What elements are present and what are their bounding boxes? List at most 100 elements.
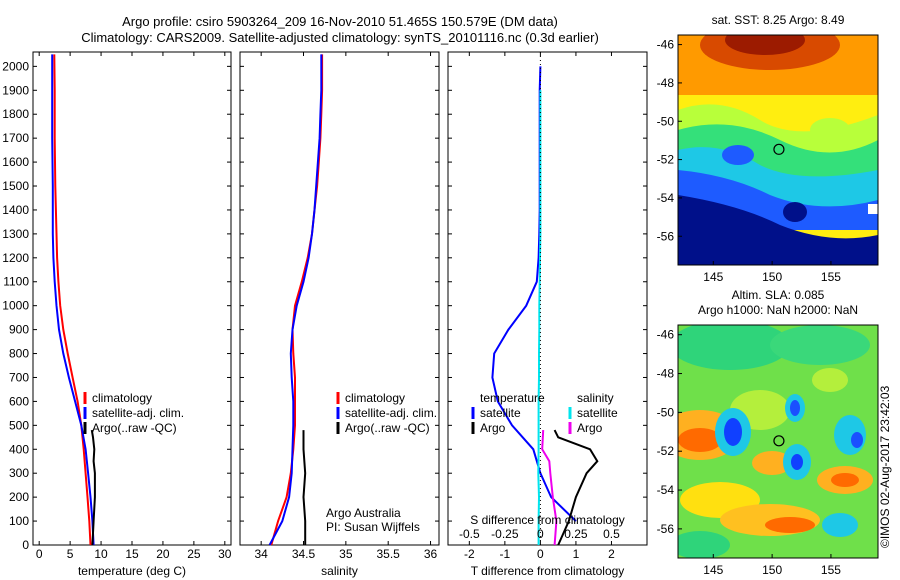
panel-frame-difference: [447, 51, 648, 546]
y-tick-label-3: 300: [9, 466, 29, 480]
map-y-tick-label-sla_map-2: -50: [657, 405, 675, 419]
series-line-temperature-1: [51, 54, 95, 546]
map-y-tick-label-sla_map-5: -56: [657, 522, 675, 536]
x-tick-label-temperature-0: 0: [36, 547, 43, 561]
x-tick-label-temperature-6: 30: [218, 547, 232, 561]
map-frame-sst_map: [677, 34, 879, 266]
y-tick-label-4: 400: [9, 442, 29, 456]
series-line-salinity-0: [270, 54, 324, 546]
y-tick-label-6: 600: [9, 394, 29, 408]
legend-label-salinity-0: climatology: [345, 391, 405, 405]
series-line-difference-3: [541, 430, 558, 546]
map-y-tick-label-sst_map-1: -48: [657, 76, 675, 90]
annotation-line-1: PI: Susan Wijffels: [326, 520, 420, 534]
y-tick-label-15: 1500: [2, 179, 29, 193]
map-title-sst_map: sat. SST: 8.25 Argo: 8.49: [712, 13, 845, 27]
legend-label-temperature-0: climatology: [92, 391, 152, 405]
legend-label-diff-s-1: Argo: [577, 421, 603, 435]
x-tick-label-salinity-2: 35: [339, 547, 353, 561]
y-tick-label-14: 1400: [2, 203, 29, 217]
x-tick-label-salinity-4: 36: [424, 547, 438, 561]
series-line-salinity-2: [302, 430, 307, 545]
legend-label-diff-s-head-0: salinity: [577, 391, 614, 405]
sla-map-image: [678, 325, 878, 558]
legend-label-diff-s-0: satellite: [577, 406, 618, 420]
x2-tick-label-2: 0: [537, 527, 544, 541]
figure-title-line1: Argo profile: csiro 5903264_209 16-Nov-2…: [122, 14, 558, 29]
x-axis-label-difference: T difference from climatology: [471, 564, 625, 578]
x-tick-label-difference-1: -1: [500, 547, 511, 561]
y-tick-label-1: 100: [9, 514, 29, 528]
y-tick-label-0: 0: [22, 538, 29, 552]
legend-label-salinity-2: Argo(..raw -QC): [345, 421, 430, 435]
y-tick-label-11: 1100: [3, 275, 29, 289]
legend-label-diff-t-0: satellite: [480, 406, 521, 420]
x-axis-label-temperature: temperature (deg C): [78, 564, 186, 578]
map-y-tick-label-sst_map-0: -46: [657, 38, 675, 52]
y-tick-label-16: 1600: [2, 155, 29, 169]
x-tick-label-difference-2: 0: [537, 547, 544, 561]
panel-frame-salinity: [239, 51, 440, 546]
imos-timestamp: ©IMOS 02-Aug-2017 23:42:03: [878, 385, 892, 548]
series-line-difference-2: [537, 90, 542, 545]
profile-location-marker-sla_map: [773, 435, 785, 447]
x2-tick-label-1: -0.25: [491, 527, 519, 541]
y-tick-label-5: 500: [9, 418, 29, 432]
legend-label-salinity-1: satellite-adj. clim.: [345, 406, 437, 420]
x-tick-label-temperature-1: 5: [67, 547, 74, 561]
x-tick-label-difference-4: 2: [608, 547, 615, 561]
y-tick-label-10: 1000: [2, 299, 29, 313]
x-tick-label-temperature-5: 25: [187, 547, 201, 561]
map-y-tick-label-sla_map-4: -54: [657, 483, 675, 497]
x-tick-label-temperature-3: 15: [125, 547, 139, 561]
profile-location-marker-sst_map: [773, 143, 785, 155]
map-x-tick-label-sla_map-2: 155: [821, 563, 841, 577]
y-tick-label-17: 1700: [2, 131, 29, 145]
map-x-tick-label-sst_map-1: 150: [762, 270, 782, 284]
map-y-tick-label-sst_map-4: -54: [657, 191, 675, 205]
y-tick-label-8: 800: [9, 347, 29, 361]
x-tick-label-difference-3: 1: [573, 547, 580, 561]
x-tick-label-salinity-3: 35.5: [377, 547, 401, 561]
map-y-tick-label-sst_map-2: -50: [657, 114, 675, 128]
map-y-tick-label-sla_map-0: -46: [657, 328, 675, 342]
series-line-salinity-1: [268, 54, 323, 546]
y-tick-label-9: 900: [9, 323, 29, 337]
x2-tick-label-0: -0.5: [459, 527, 480, 541]
map-y-tick-label-sla_map-3: -52: [657, 444, 675, 458]
y-tick-label-2: 200: [9, 490, 29, 504]
figure-title-line2: Climatology: CARS2009. Satellite-adjuste…: [81, 30, 599, 45]
annotation-line-0: Argo Australia: [326, 506, 401, 520]
map-frame-sla_map: [677, 324, 879, 559]
x-tick-label-temperature-4: 20: [156, 547, 170, 561]
x2-axis-label: S difference from climatology: [470, 513, 625, 527]
map-y-tick-label-sst_map-3: -52: [657, 153, 675, 167]
y-tick-label-19: 1900: [2, 83, 29, 97]
x-tick-label-temperature-2: 10: [94, 547, 108, 561]
x-tick-label-salinity-0: 34: [254, 547, 268, 561]
x2-tick-label-4: 0.5: [603, 527, 620, 541]
x2-tick-label-3: 0.25: [564, 527, 588, 541]
y-tick-label-20: 2000: [2, 59, 29, 73]
series-line-difference-0: [491, 66, 577, 522]
x-tick-label-difference-0: -2: [464, 547, 475, 561]
legend-label-diff-t-1: Argo: [480, 421, 506, 435]
legend-label-diff-t-head-0: temperature: [480, 391, 545, 405]
series-line-temperature-2: [90, 429, 96, 546]
y-tick-label-18: 1800: [2, 107, 29, 121]
map-x-tick-label-sla_map-1: 150: [762, 563, 782, 577]
map-x-tick-label-sst_map-2: 155: [821, 270, 841, 284]
map-title-sla_map-line1: Altim. SLA: 0.085: [732, 288, 825, 302]
map-y-tick-label-sla_map-1: -48: [657, 367, 675, 381]
legend-label-temperature-1: satellite-adj. clim.: [92, 406, 184, 420]
x-tick-label-salinity-1: 34.5: [292, 547, 316, 561]
map-x-tick-label-sla_map-0: 145: [703, 563, 723, 577]
y-tick-label-7: 700: [9, 370, 29, 384]
legend-label-temperature-2: Argo(..raw -QC): [92, 421, 177, 435]
x-axis-label-salinity: salinity: [321, 564, 358, 578]
y-tick-label-13: 1300: [2, 227, 29, 241]
map-x-tick-label-sst_map-0: 145: [703, 270, 723, 284]
map-y-tick-label-sst_map-5: -56: [657, 229, 675, 243]
map-title-sla_map-line2: Argo h1000: NaN h2000: NaN: [698, 303, 858, 317]
